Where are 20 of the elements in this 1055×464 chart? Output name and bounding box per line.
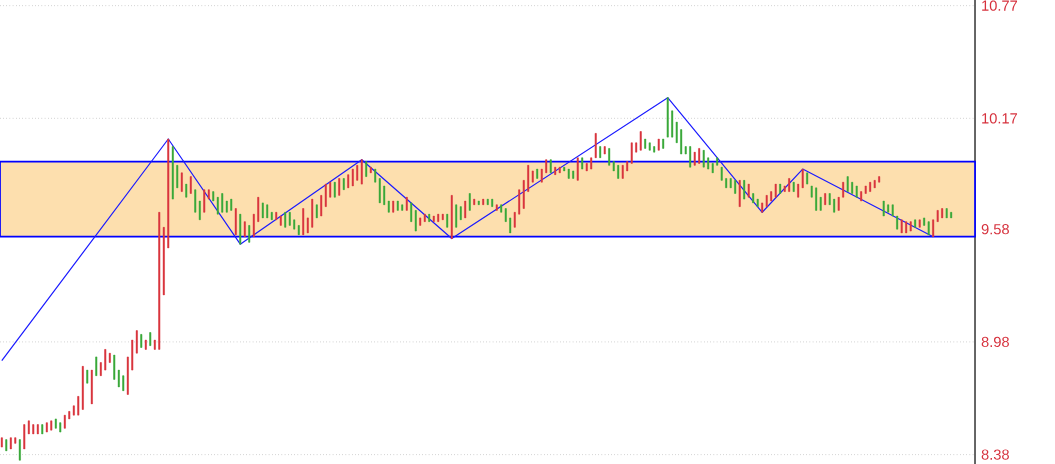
y-tick-label: 9.58 (981, 224, 1009, 235)
y-tick-label: 8.38 (981, 449, 1009, 460)
y-tick-label: 10.77 (982, 0, 1018, 11)
line-series (1, 97, 934, 362)
y-tick-label: 10.17 (982, 113, 1018, 124)
candlestick (639, 131, 642, 151)
candlestick (180, 172, 183, 193)
candlestick (221, 193, 224, 213)
candlestick (576, 157, 579, 181)
candlestick (95, 356, 98, 377)
candlestick (18, 439, 21, 461)
candlestick (104, 348, 107, 371)
candlestick (252, 213, 255, 238)
y-tick-label: 8.98 (981, 336, 1009, 348)
candlestick (815, 187, 818, 211)
candlestick (176, 164, 179, 189)
candlestick (743, 179, 746, 200)
candlestick (455, 204, 458, 228)
candlestick (689, 146, 692, 168)
candlestick (203, 189, 206, 213)
